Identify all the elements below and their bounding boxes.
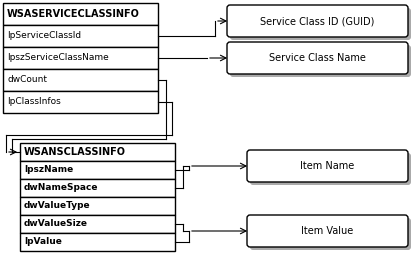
Text: Service Class Name: Service Class Name — [269, 53, 366, 63]
Text: lpszServiceClassName: lpszServiceClassName — [7, 54, 109, 62]
FancyBboxPatch shape — [247, 150, 408, 182]
Bar — [3, 25, 158, 47]
Text: lpValue: lpValue — [24, 238, 62, 247]
FancyBboxPatch shape — [230, 8, 411, 40]
Text: Item Value: Item Value — [301, 226, 354, 236]
Text: lpServiceClassId: lpServiceClassId — [7, 31, 81, 40]
Bar — [20, 197, 175, 215]
Bar — [20, 143, 175, 161]
FancyBboxPatch shape — [230, 45, 411, 77]
Bar — [20, 215, 175, 233]
Text: lpszName: lpszName — [24, 165, 73, 175]
FancyBboxPatch shape — [247, 215, 408, 247]
FancyBboxPatch shape — [250, 153, 411, 185]
Bar — [3, 69, 158, 91]
Bar — [3, 3, 158, 25]
Bar — [20, 179, 175, 197]
Text: WSANSCLASSINFO: WSANSCLASSINFO — [24, 147, 126, 157]
FancyBboxPatch shape — [227, 5, 408, 37]
Bar — [3, 47, 158, 69]
Text: Item Name: Item Name — [300, 161, 355, 171]
Text: dwValueType: dwValueType — [24, 201, 90, 210]
Text: dwNameSpace: dwNameSpace — [24, 184, 98, 193]
Text: Service Class ID (GUID): Service Class ID (GUID) — [260, 16, 375, 26]
Bar — [3, 91, 158, 113]
FancyBboxPatch shape — [250, 218, 411, 250]
Text: lpClassInfos: lpClassInfos — [7, 98, 61, 106]
Bar — [20, 161, 175, 179]
FancyBboxPatch shape — [227, 42, 408, 74]
Text: WSASERVICECLASSINFO: WSASERVICECLASSINFO — [7, 9, 140, 19]
Bar — [20, 233, 175, 251]
Text: dwValueSize: dwValueSize — [24, 219, 88, 229]
Text: dwCount: dwCount — [7, 76, 47, 84]
